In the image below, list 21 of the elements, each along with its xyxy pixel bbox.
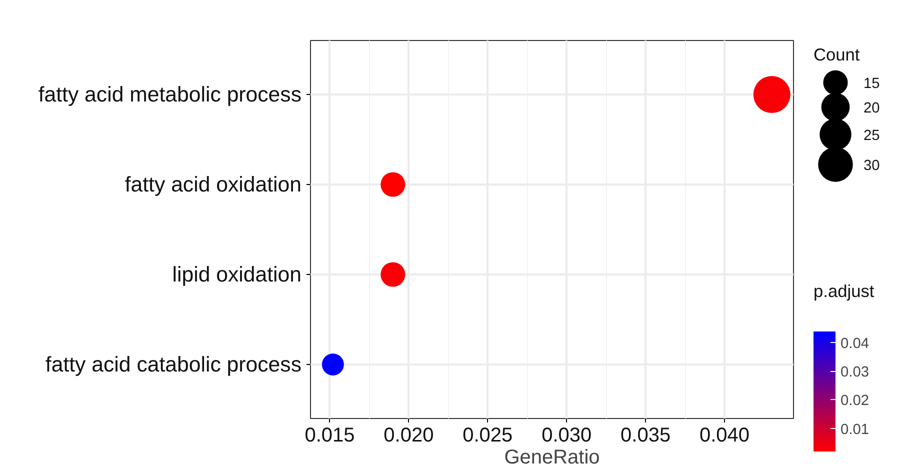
x-tick-label: 0.040 <box>699 424 750 446</box>
color-bar-title: p.adjust <box>814 281 874 302</box>
x-tick-label: 0.025 <box>462 424 513 446</box>
legend-title: Count <box>814 44 860 65</box>
x-tick-label: 0.035 <box>620 424 671 446</box>
y-tick-label: fatty acid catabolic process <box>45 352 302 376</box>
x-tick-label: 0.030 <box>542 424 592 446</box>
color-bar-label: 0.01 <box>840 422 870 438</box>
color-bar-label: 0.04 <box>840 336 870 352</box>
y-tick-label: lipid oxidation <box>172 262 302 286</box>
legend-label: 15 <box>864 76 880 92</box>
y-tick-label: fatty acid metabolic process <box>38 82 302 106</box>
legend-label: 30 <box>864 158 880 174</box>
color-bar-label: 0.02 <box>840 393 870 410</box>
x-tick-label: 0.020 <box>384 424 434 446</box>
legend-label: 20 <box>864 100 880 117</box>
x-axis-title: GeneRatio <box>504 446 600 468</box>
x-tick-label: 0.015 <box>304 424 355 446</box>
y-tick-label: fatty acid oxidation <box>124 172 302 196</box>
legend-label: 25 <box>864 128 880 144</box>
color-bar-label: 0.03 <box>840 364 870 381</box>
